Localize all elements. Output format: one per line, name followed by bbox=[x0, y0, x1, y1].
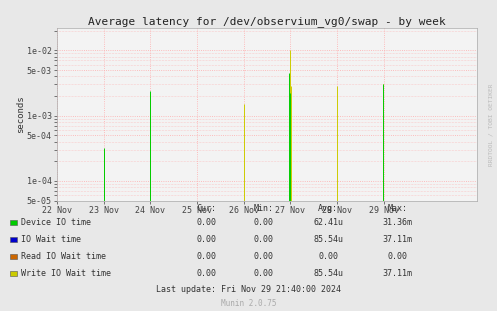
Text: 0.00: 0.00 bbox=[196, 235, 216, 244]
Text: Write IO Wait time: Write IO Wait time bbox=[21, 269, 111, 278]
Text: 0.00: 0.00 bbox=[196, 252, 216, 261]
Text: Last update: Fri Nov 29 21:40:00 2024: Last update: Fri Nov 29 21:40:00 2024 bbox=[156, 285, 341, 294]
Text: 31.36m: 31.36m bbox=[383, 218, 413, 227]
Text: 0.00: 0.00 bbox=[253, 218, 273, 227]
Text: Read IO Wait time: Read IO Wait time bbox=[21, 252, 106, 261]
Text: Avg:: Avg: bbox=[318, 204, 338, 213]
Title: Average latency for /dev/observium_vg0/swap - by week: Average latency for /dev/observium_vg0/s… bbox=[88, 16, 446, 27]
Y-axis label: seconds: seconds bbox=[16, 95, 25, 133]
Text: Cur:: Cur: bbox=[196, 204, 216, 213]
Text: 0.00: 0.00 bbox=[253, 269, 273, 278]
Text: 0.00: 0.00 bbox=[253, 235, 273, 244]
Text: 85.54u: 85.54u bbox=[313, 269, 343, 278]
Text: 0.00: 0.00 bbox=[253, 252, 273, 261]
Text: Device IO time: Device IO time bbox=[21, 218, 91, 227]
Text: 37.11m: 37.11m bbox=[383, 269, 413, 278]
Text: Min:: Min: bbox=[253, 204, 273, 213]
Text: 85.54u: 85.54u bbox=[313, 235, 343, 244]
Text: RRDTOOL / TOBI OETIKER: RRDTOOL / TOBI OETIKER bbox=[489, 83, 494, 166]
Text: 37.11m: 37.11m bbox=[383, 235, 413, 244]
Text: 0.00: 0.00 bbox=[196, 269, 216, 278]
Text: Munin 2.0.75: Munin 2.0.75 bbox=[221, 299, 276, 308]
Text: 0.00: 0.00 bbox=[388, 252, 408, 261]
Text: 0.00: 0.00 bbox=[318, 252, 338, 261]
Text: IO Wait time: IO Wait time bbox=[21, 235, 82, 244]
Text: 0.00: 0.00 bbox=[196, 218, 216, 227]
Text: 62.41u: 62.41u bbox=[313, 218, 343, 227]
Text: Max:: Max: bbox=[388, 204, 408, 213]
